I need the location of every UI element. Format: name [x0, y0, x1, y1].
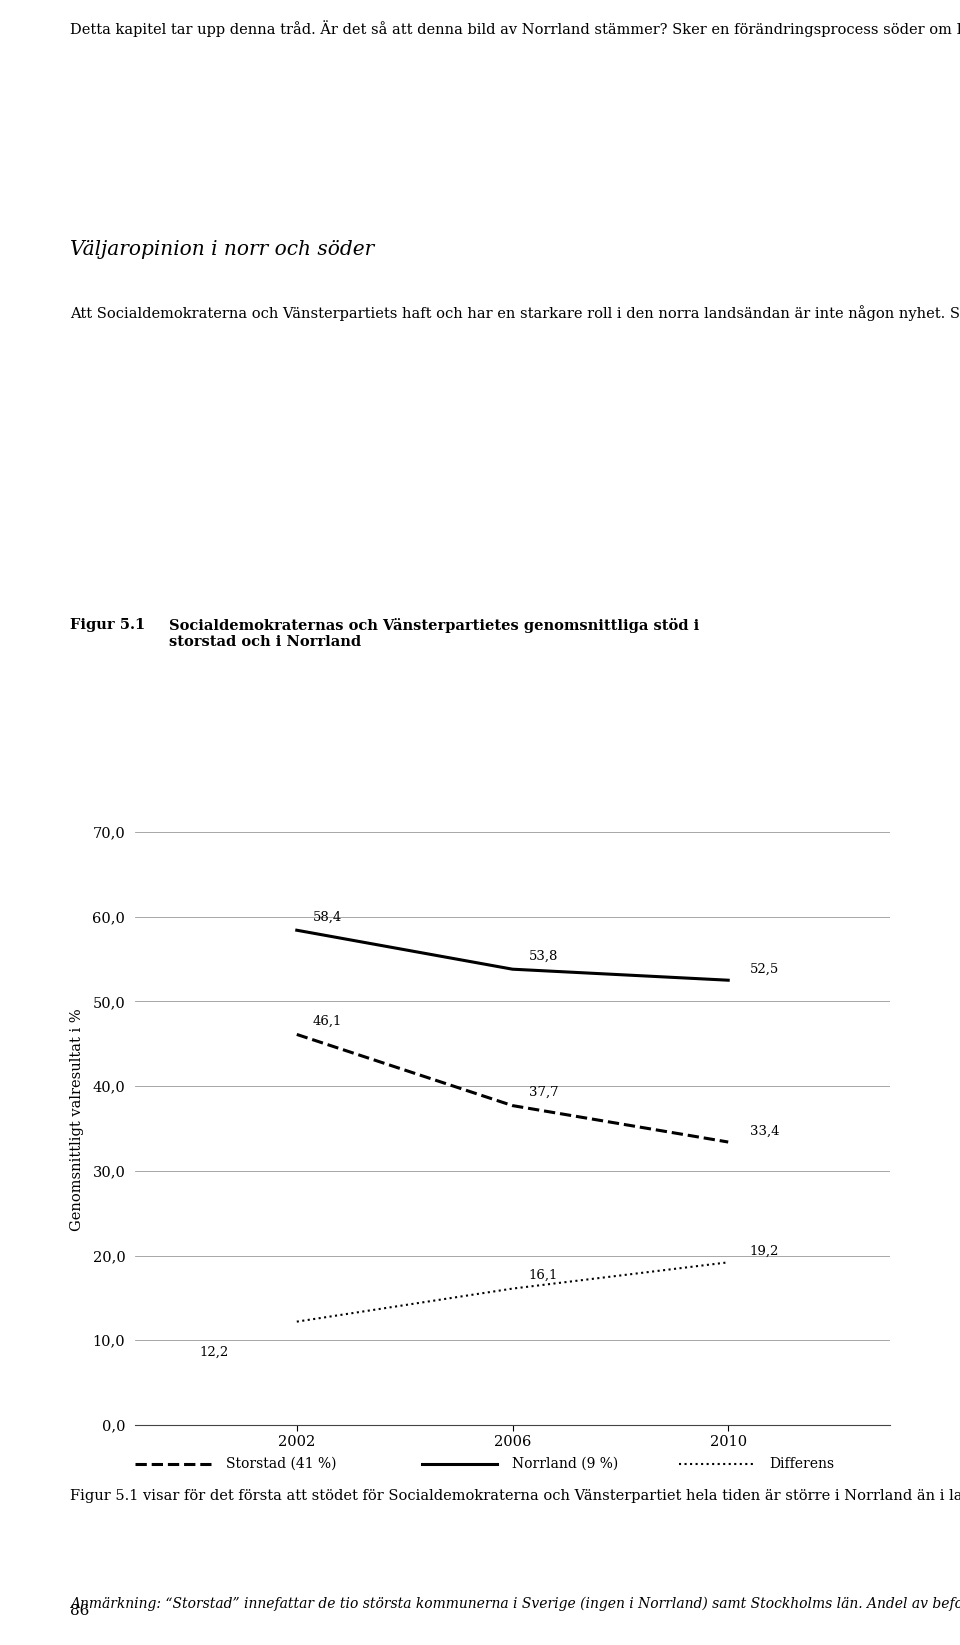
Text: 46,1: 46,1	[313, 1015, 343, 1028]
Text: 19,2: 19,2	[750, 1245, 780, 1258]
Text: Anmärkning: “Storstad” innefattar de tio största kommunerna i Sverige (ingen i N: Anmärkning: “Storstad” innefattar de tio…	[70, 1596, 960, 1610]
Text: Figur 5.1 visar för det första att stödet för Socialdemokraterna och Vänsterpart: Figur 5.1 visar för det första att stöde…	[70, 1489, 960, 1504]
Text: Socialdemokraternas och Vänsterpartietes genomsnittliga stöd i
storstad och i No: Socialdemokraternas och Vänsterpartietes…	[169, 619, 699, 650]
Y-axis label: Genomsnittligt valresultat i %: Genomsnittligt valresultat i %	[70, 1008, 84, 1232]
Text: Figur 5.1: Figur 5.1	[70, 619, 145, 632]
Text: 58,4: 58,4	[313, 910, 342, 923]
Text: Väljaropinion i norr och söder: Väljaropinion i norr och söder	[70, 240, 374, 258]
Text: Norrland (9 %): Norrland (9 %)	[513, 1457, 619, 1471]
Text: 33,4: 33,4	[750, 1125, 780, 1138]
Text: 16,1: 16,1	[529, 1268, 558, 1281]
Text: Differens: Differens	[769, 1457, 834, 1471]
Text: 86: 86	[70, 1604, 89, 1619]
Text: 12,2: 12,2	[200, 1346, 229, 1359]
Text: 53,8: 53,8	[529, 949, 558, 962]
Text: 52,5: 52,5	[750, 962, 779, 975]
Text: 37,7: 37,7	[529, 1086, 559, 1099]
Text: Detta kapitel tar upp denna tråd. Är det så att denna bild av Norrland stämmer? : Detta kapitel tar upp denna tråd. Är det…	[70, 20, 960, 36]
Text: Att Socialdemokraterna och Vänsterpartiets haft och har en starkare roll i den n: Att Socialdemokraterna och Vänsterpartie…	[70, 304, 960, 321]
Text: Storstad (41 %): Storstad (41 %)	[226, 1457, 336, 1471]
